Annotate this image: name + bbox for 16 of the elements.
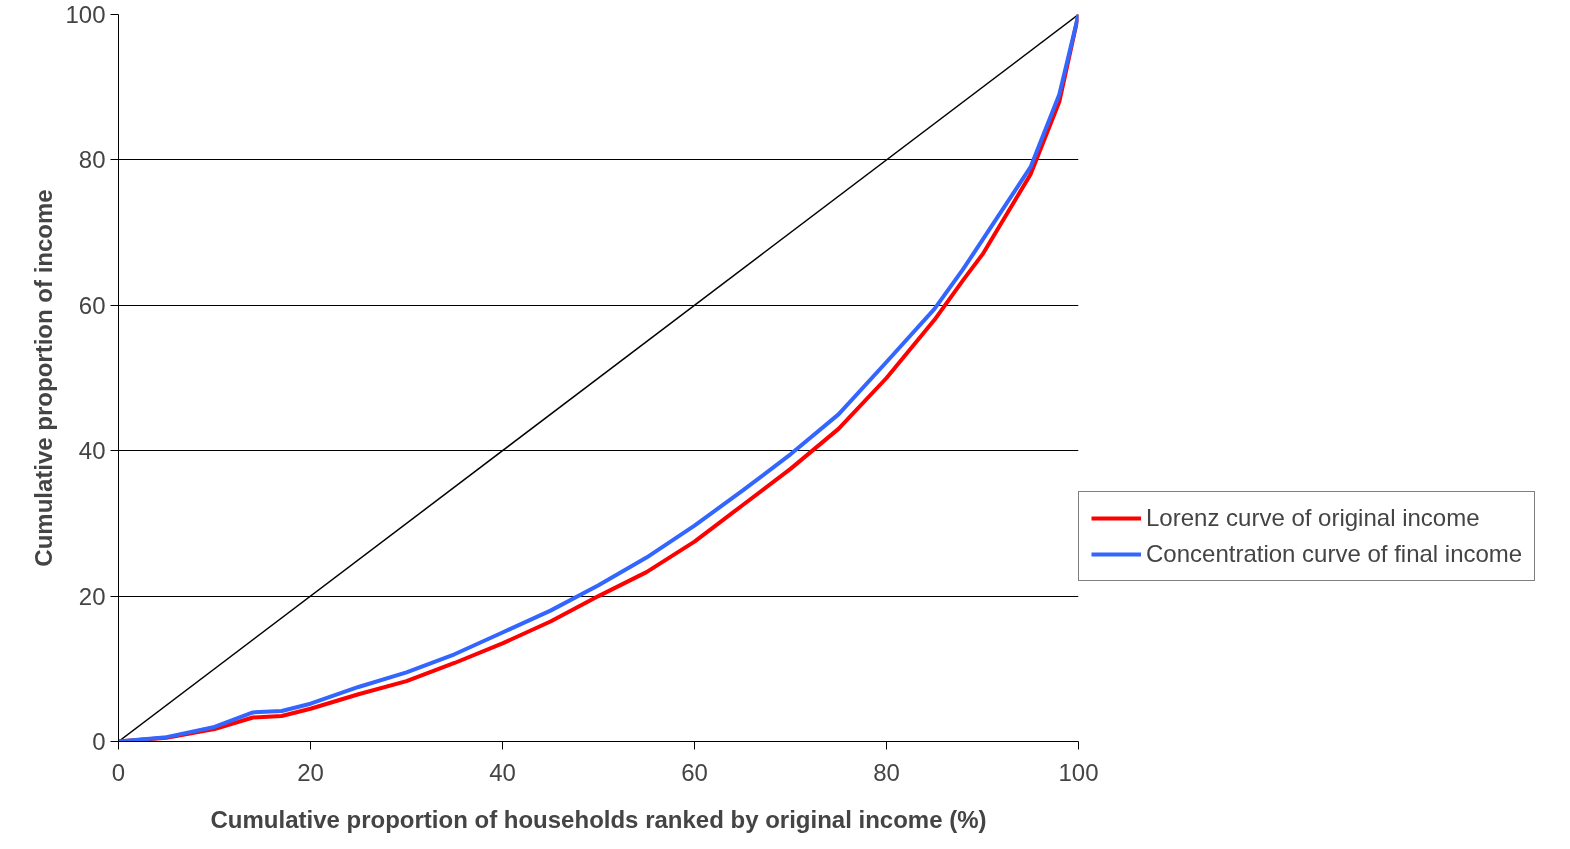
x-tick-label: 80 xyxy=(873,758,900,786)
x-axis-title: Cumulative proportion of households ranked by original income (%) xyxy=(210,805,987,833)
y-axis-title: Cumulative proportion of income xyxy=(30,189,58,567)
x-tick-label: 0 xyxy=(111,758,126,786)
legend-label: Lorenz curve of original income xyxy=(1146,504,1480,532)
x-tick-label: 40 xyxy=(489,758,516,786)
x-tick-label: 60 xyxy=(681,758,708,786)
y-tick-label: 0 xyxy=(92,728,106,755)
y-tick-label: 80 xyxy=(78,146,106,174)
x-tick-label: 100 xyxy=(1058,758,1099,786)
legend-label: Concentration curve of final income xyxy=(1146,540,1523,568)
y-tick-label: 60 xyxy=(78,291,106,319)
y-tick-label: 40 xyxy=(78,437,106,465)
x-tick-label: 20 xyxy=(297,758,324,786)
y-tick-label: 20 xyxy=(78,582,106,610)
y-tick-label: 100 xyxy=(65,1,106,28)
